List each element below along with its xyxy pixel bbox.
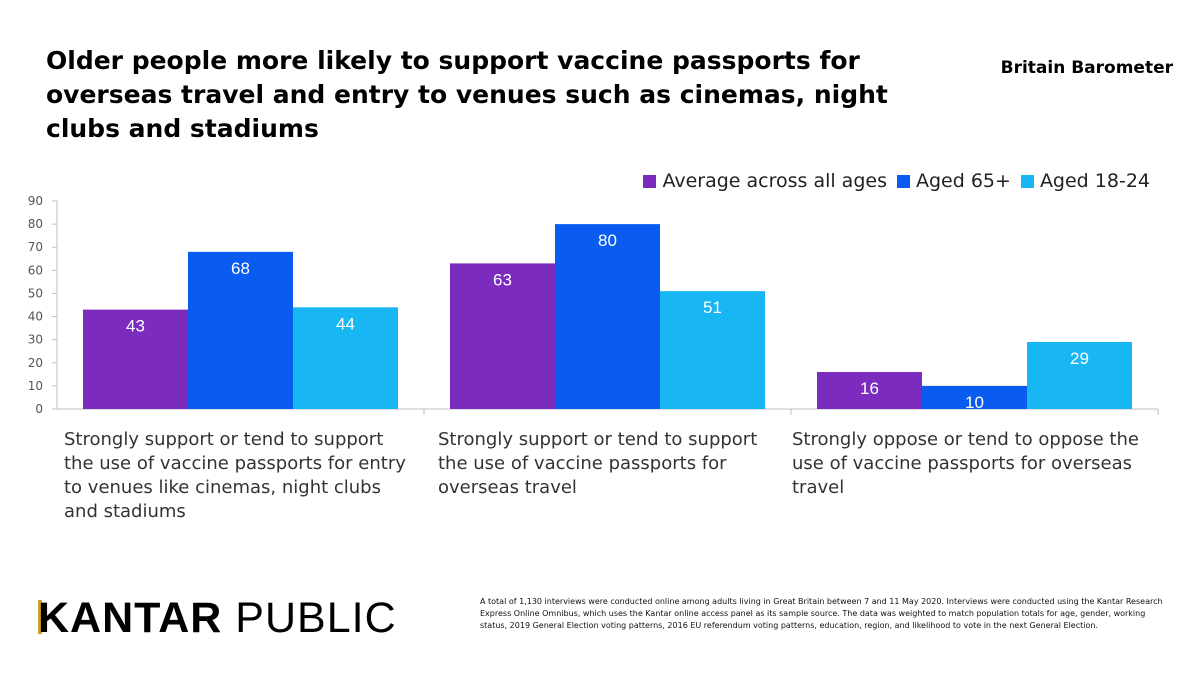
y-tick-label: 30 [28,333,43,347]
bar [922,385,1027,409]
kantar-public-logo: KANTAR PUBLIC [38,594,397,642]
legend: Average across all ages Aged 65+ Aged 18… [643,170,1150,192]
y-tick-label: 10 [28,379,43,393]
logo-word-kantar: KANTAR [38,594,223,642]
y-tick-label: 50 [28,286,43,300]
bar [555,224,660,409]
category-label-venues: Strongly support or tend to support the … [64,429,406,522]
legend-swatch-average [643,174,657,188]
legend-item-65plus: Aged 65+ [896,170,1011,192]
legend-label-65plus: Aged 65+ [915,170,1011,192]
logo-accent [38,600,42,634]
brand-label: Britain Barometer [1000,58,1173,78]
category-label-travel-oppose: Strongly oppose or tend to oppose the us… [792,429,1139,498]
legend-swatch-18-24 [1020,174,1034,188]
y-tick-label: 0 [35,402,43,416]
category-label-travel-support: Strongly support or tend to support the … [438,429,758,498]
footnote: A total of 1,130 interviews were conduct… [480,597,1163,630]
bar [293,307,398,409]
data-label: 29 [1070,349,1089,368]
bar [1027,341,1132,409]
bar [817,372,922,409]
y-tick-label: 20 [28,356,43,370]
data-label: 68 [231,259,250,278]
logo-word-public: PUBLIC [235,594,397,642]
data-label: 44 [336,314,355,333]
legend-item-18-24: Aged 18-24 [1020,170,1150,192]
y-tick-label: 70 [28,240,43,254]
data-label: 10 [965,393,984,412]
data-label: 51 [703,298,722,317]
y-tick-label: 90 [28,194,43,208]
bar [450,263,555,409]
legend-label-18-24: Aged 18-24 [1039,170,1150,192]
data-label: 80 [598,231,617,250]
y-tick-label: 60 [28,263,43,277]
legend-label-average: Average across all ages [662,170,887,192]
bar [660,291,765,409]
bar [83,309,188,409]
data-label: 16 [860,379,879,398]
y-tick-label: 40 [28,310,43,324]
legend-swatch-65plus [896,174,910,188]
bar [188,251,293,409]
chart-title: Older people more likely to support vacc… [46,46,888,143]
data-label: 63 [493,270,512,289]
y-tick-label: 80 [28,217,43,231]
data-label: 43 [126,317,145,336]
legend-item-average: Average across all ages [643,170,887,192]
